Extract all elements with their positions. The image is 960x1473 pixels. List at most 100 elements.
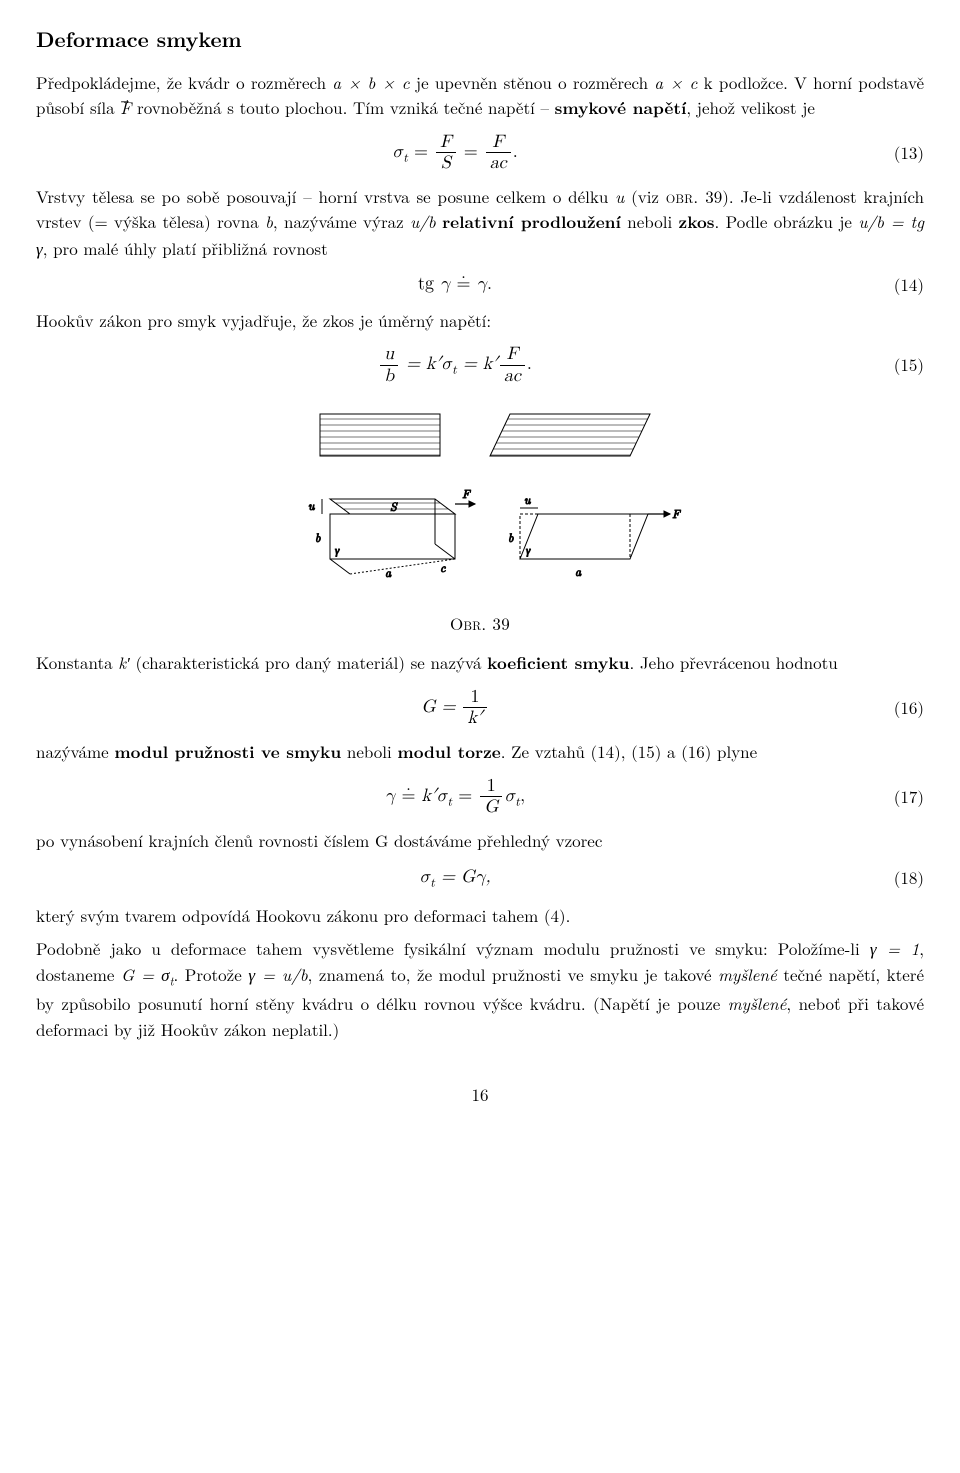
- paragraph-4: Konstanta k′ (charakteristická pro daný …: [36, 650, 924, 677]
- page-number: 16: [36, 1082, 924, 1108]
- text: (viz: [624, 184, 666, 208]
- text: je upevněn stěnou o rozměrech: [410, 70, 655, 94]
- label-u2: u: [524, 491, 531, 508]
- math-inline: b: [265, 209, 273, 233]
- numerator: F: [436, 132, 456, 154]
- equation-body: σt = FS = Fac.: [36, 132, 874, 174]
- equation-number: (17): [874, 784, 924, 810]
- sigma: σ: [392, 143, 403, 161]
- equation-number: (16): [874, 695, 924, 721]
- italic-term: myšlené: [728, 991, 787, 1015]
- text: tg γ = γ.: [418, 275, 492, 293]
- text: = Gγ,: [435, 868, 491, 886]
- section-title: Deformace smykem: [36, 24, 924, 56]
- denominator: ac: [486, 153, 511, 174]
- equation-number: (15): [874, 352, 924, 378]
- equation-number: (18): [874, 865, 924, 891]
- text: . Ze vztahů (14), (15) a (16) plyne: [501, 739, 757, 763]
- paragraph-8: Podobně jako u deformace tahem vysvětlem…: [36, 936, 924, 1042]
- text: = k′: [457, 355, 498, 373]
- math-inline: k′: [118, 650, 130, 674]
- math-inline: G = σ: [121, 962, 170, 986]
- text: , jehož velikost je: [686, 95, 815, 119]
- text: ,: [520, 787, 525, 805]
- text: = k′σ: [400, 355, 452, 373]
- math-inline: a × c: [654, 70, 697, 94]
- label-gamma: γ: [335, 543, 340, 558]
- equation-16: G = 1k′ (16): [36, 687, 924, 729]
- equation-body: tg γ = γ.: [36, 271, 874, 298]
- text: nazýváme: [36, 739, 114, 763]
- text: neboli: [341, 739, 397, 763]
- numerator: u: [380, 344, 398, 366]
- text: σ: [504, 787, 515, 805]
- denominator: b: [380, 366, 398, 387]
- label-b: b: [315, 529, 321, 546]
- equation-17: γ = k′σt = 1Gσt, (17): [36, 776, 924, 818]
- label-c: c: [440, 559, 446, 576]
- text: neboli: [621, 209, 679, 233]
- figure-39: S u b γ a c F: [36, 404, 924, 601]
- text: σ: [419, 868, 430, 886]
- label-u: u: [308, 497, 315, 514]
- paragraph-6: po vynásobení krajních členů rovnosti čí…: [36, 828, 924, 854]
- denominator: G: [480, 797, 502, 818]
- numerator: 1: [463, 687, 486, 709]
- paragraph-7: který svým tvarem odpovídá Hookovu zákon…: [36, 903, 924, 929]
- label-gamma2: γ: [526, 543, 531, 558]
- bold-term: modul torze: [397, 740, 500, 764]
- text: po vynásobení krajních členů rovnosti čí…: [36, 828, 602, 852]
- math-inline: u/b: [410, 209, 436, 233]
- equation-body: ub = k′σt = k′Fac.: [36, 344, 874, 386]
- numerator: 1: [480, 776, 502, 798]
- label-a2: a: [575, 563, 582, 580]
- vector-F: F: [120, 95, 131, 121]
- text: . Protože: [174, 962, 249, 986]
- text: Konstanta: [36, 650, 118, 674]
- text: Podobně jako u deformace tahem vysvětlem…: [36, 936, 870, 960]
- math-inline: a × b × c: [332, 70, 409, 94]
- equation-body: σt = Gγ,: [36, 864, 874, 893]
- equation-number: (13): [874, 140, 924, 166]
- text: G =: [421, 698, 461, 716]
- label-F: F: [462, 485, 471, 502]
- text: .: [513, 143, 518, 161]
- text: , pro malé úhly platí přibližná rovnost: [43, 236, 328, 260]
- equation-14: tg γ = γ. (14): [36, 271, 924, 298]
- text: =: [458, 143, 484, 161]
- text: =: [408, 143, 434, 161]
- text: . Podle obrázku je: [715, 209, 859, 233]
- text: , nazýváme výraz: [273, 209, 410, 233]
- bold-term: koeficient smyku: [487, 651, 629, 675]
- equation-body: G = 1k′: [36, 687, 874, 729]
- text: .: [527, 355, 532, 373]
- figure-caption: Obr. 39: [36, 611, 924, 637]
- bold-term: smykové napětí: [555, 96, 687, 120]
- bold-term: zkos: [679, 210, 715, 234]
- text: rovnoběžná s touto plochou. Tím vzniká t…: [131, 95, 554, 119]
- paragraph-intro: Předpokládejme, že kvádr o rozměrech a ×…: [36, 70, 924, 122]
- text: . Jeho převrácenou hodnotu: [630, 650, 838, 674]
- paragraph-5: nazýváme modul pružnosti ve smyku neboli…: [36, 739, 924, 766]
- equation-body: γ = k′σt = 1Gσt,: [36, 776, 874, 818]
- math-inline: u: [615, 184, 624, 208]
- denominator: S: [436, 153, 456, 174]
- text: (charakteristická pro daný materiál) se …: [130, 650, 487, 674]
- italic-term: myšlené: [718, 962, 777, 986]
- text: =: [452, 787, 478, 805]
- math-inline: γ = u/b: [248, 962, 307, 986]
- bold-term: relativní prodloužení: [442, 210, 621, 234]
- figure-svg: S u b γ a c F: [260, 404, 700, 594]
- equation-18: σt = Gγ, (18): [36, 864, 924, 893]
- text: Vrstvy tělesa se po sobě posouvají – hor…: [36, 184, 615, 208]
- smallcaps: obr.: [666, 184, 699, 208]
- equation-13: σt = FS = Fac. (13): [36, 132, 924, 174]
- label-a: a: [385, 564, 392, 581]
- denominator: ac: [500, 366, 525, 387]
- equation-number: (14): [874, 272, 924, 298]
- label-F2: F: [672, 505, 681, 522]
- label-b2: b: [508, 529, 514, 546]
- equation-15: ub = k′σt = k′Fac. (15): [36, 344, 924, 386]
- paragraph-2: Vrstvy tělesa se po sobě posouvají – hor…: [36, 184, 924, 262]
- numerator: F: [486, 132, 511, 154]
